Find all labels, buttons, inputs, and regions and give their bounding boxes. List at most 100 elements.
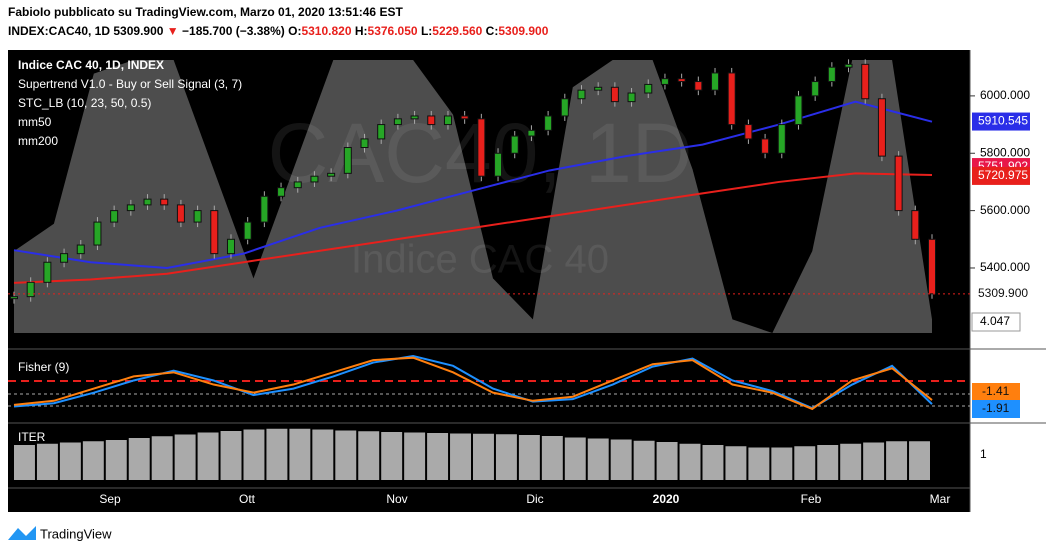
candle [76, 244, 85, 255]
y-tick-label: 5400.000 [980, 260, 1030, 274]
iter-bar [473, 433, 494, 480]
footer-brand[interactable]: TradingView [40, 526, 112, 541]
candle [928, 238, 936, 295]
fisher-tag [972, 383, 1020, 401]
iter-bar [36, 443, 58, 480]
c-label: C: [486, 24, 499, 38]
l-label: L: [421, 24, 432, 38]
candle [277, 187, 286, 197]
x-tick-label: Feb [801, 492, 822, 506]
candle [427, 115, 436, 126]
candle [694, 81, 703, 91]
candle [711, 72, 720, 91]
candle [410, 115, 419, 120]
pane-title: Fisher (9) [18, 360, 69, 374]
fisher-tag [972, 400, 1020, 418]
iter-bar [151, 436, 173, 480]
candle [744, 124, 753, 140]
iter-bar [702, 445, 724, 480]
iter-bar [840, 443, 862, 480]
iter-bar [381, 432, 403, 480]
candle [827, 66, 836, 83]
h-label: H: [355, 24, 368, 38]
candle [43, 261, 52, 283]
iter-bar [427, 433, 449, 480]
price-tag-label: 5910.545 [978, 114, 1028, 128]
iter-bar [679, 443, 701, 480]
legend-item: STC_LB (10, 23, 50, 0.5) [18, 96, 151, 110]
candle [160, 198, 169, 206]
candle [310, 175, 319, 183]
price-tag [972, 284, 1030, 303]
iter-tag [972, 446, 1020, 464]
candle [26, 281, 35, 298]
last: 5309.900 [113, 24, 163, 38]
stc-area [14, 60, 932, 333]
x-tick-label: Sep [99, 492, 121, 506]
price-tag [972, 166, 1030, 185]
y-tick-label: 5800.000 [980, 145, 1030, 159]
iter-tag-label: 1 [980, 447, 987, 461]
iter-bar [587, 438, 609, 480]
price-tag-label: 5720.975 [978, 168, 1028, 182]
x-tick-label: Ott [239, 492, 256, 506]
ma-line [13, 172, 933, 284]
candle [260, 195, 269, 223]
candle [594, 86, 603, 91]
iter-bar [404, 432, 426, 480]
candle [210, 210, 219, 255]
iter-bar [564, 437, 586, 480]
iter-bar [495, 434, 517, 480]
candle [293, 181, 302, 189]
x-tick-label: Dic [526, 492, 543, 506]
symbol: INDEX:CAC40, 1D [8, 24, 110, 38]
candle [727, 72, 736, 126]
candle [761, 138, 770, 154]
candle [844, 63, 853, 68]
iter-bar [266, 428, 288, 480]
pane-title: ITER [18, 430, 46, 444]
iter-bar [450, 433, 471, 480]
change: −185.700 (−3.38%) [182, 24, 285, 38]
y-tick-label: 6000.000 [980, 88, 1030, 102]
iter-bar [725, 446, 747, 480]
candle [644, 83, 653, 94]
candle [627, 92, 636, 103]
header-line1: FabioIo pubblicato su TradingView.com, M… [8, 5, 403, 19]
candle [560, 98, 569, 117]
x-tick-label: Nov [386, 492, 407, 506]
logo [8, 526, 36, 540]
candle [10, 296, 18, 300]
candle [60, 253, 69, 263]
iter-bar [59, 442, 81, 480]
candle [143, 198, 152, 206]
iter-bar [656, 442, 678, 480]
candle [126, 204, 135, 212]
iter-bar [14, 445, 35, 480]
iter-bar [886, 441, 908, 480]
close: 5309.900 [498, 24, 548, 38]
iter-bar [633, 440, 655, 480]
candle [677, 78, 686, 83]
candle [794, 95, 803, 126]
candle [377, 124, 386, 140]
legend-item: mm50 [18, 115, 52, 129]
iter-bar [82, 441, 104, 480]
high: 5376.050 [368, 24, 418, 38]
iter-bar [748, 447, 770, 480]
low: 5229.560 [432, 24, 482, 38]
candle [911, 210, 920, 240]
iter-tick: 0 [980, 472, 987, 486]
o-label: O: [288, 24, 301, 38]
watermark-sub: Indice CAC 40 [351, 238, 609, 282]
legend-item: Indice CAC 40, 1D, INDEX [18, 58, 164, 72]
fisher-tag-label: -1.41 [982, 384, 1010, 398]
candle [360, 138, 369, 149]
iter-bar [335, 430, 357, 480]
candle [877, 98, 886, 157]
iter-bar [174, 434, 196, 480]
open: 5310.820 [301, 24, 351, 38]
candle [193, 210, 202, 223]
